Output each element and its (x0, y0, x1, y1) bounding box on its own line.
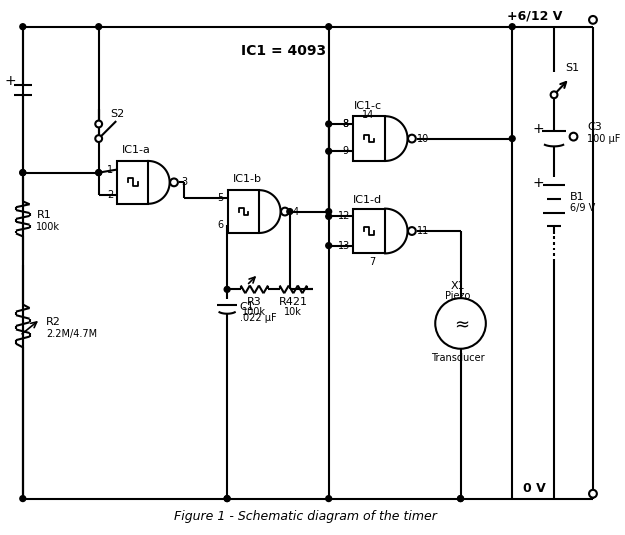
Text: 3: 3 (182, 178, 188, 187)
Circle shape (287, 209, 292, 215)
Circle shape (326, 495, 332, 501)
Circle shape (96, 24, 102, 29)
Text: 100k: 100k (36, 222, 61, 232)
Circle shape (408, 135, 416, 142)
Circle shape (458, 495, 464, 501)
Text: 5: 5 (217, 193, 223, 203)
Circle shape (20, 170, 26, 175)
Circle shape (96, 170, 102, 175)
Text: IC1-a: IC1-a (122, 146, 151, 155)
Circle shape (95, 135, 102, 142)
Text: 4: 4 (292, 207, 299, 217)
Circle shape (281, 208, 289, 216)
Text: 2.2M/4.7M: 2.2M/4.7M (46, 328, 98, 339)
Circle shape (95, 120, 102, 127)
Text: S2: S2 (111, 109, 124, 119)
Text: 14: 14 (361, 110, 374, 120)
Text: 13: 13 (338, 241, 351, 250)
Circle shape (551, 91, 558, 98)
Text: .022 μF: .022 μF (240, 312, 276, 323)
Text: +: + (532, 122, 544, 136)
Text: R421: R421 (279, 297, 308, 307)
Text: +: + (4, 74, 16, 88)
Text: 2: 2 (107, 190, 114, 200)
Text: IC1-d: IC1-d (353, 195, 382, 205)
Circle shape (20, 495, 26, 501)
Text: 0 V: 0 V (523, 483, 546, 495)
Text: $\approx$: $\approx$ (451, 315, 470, 332)
Circle shape (435, 298, 486, 349)
Circle shape (569, 133, 578, 141)
Text: Piezo: Piezo (445, 291, 470, 301)
Text: 10k: 10k (284, 307, 302, 317)
Circle shape (326, 24, 332, 29)
Text: IC1-c: IC1-c (354, 102, 382, 111)
Text: S1: S1 (566, 63, 580, 73)
Text: 10: 10 (416, 134, 429, 143)
Text: C1: C1 (240, 302, 254, 312)
Circle shape (224, 286, 230, 292)
Text: B1: B1 (569, 192, 584, 202)
Circle shape (326, 148, 332, 154)
Circle shape (96, 170, 102, 175)
Circle shape (224, 495, 230, 501)
Text: 9: 9 (342, 146, 348, 156)
Text: Transducer: Transducer (431, 354, 484, 363)
Text: R1: R1 (36, 210, 51, 220)
FancyBboxPatch shape (117, 161, 148, 204)
Text: 11: 11 (416, 226, 429, 236)
Circle shape (589, 490, 597, 498)
Text: 7: 7 (369, 257, 376, 267)
Text: IC1-b: IC1-b (232, 174, 262, 185)
Text: 8: 8 (342, 119, 348, 129)
Text: 6/9 V: 6/9 V (569, 203, 595, 212)
Circle shape (170, 179, 178, 186)
Circle shape (20, 24, 26, 29)
Text: 1: 1 (107, 165, 113, 175)
Text: +6/12 V: +6/12 V (507, 10, 562, 22)
Text: 12: 12 (338, 211, 351, 221)
Text: 6: 6 (217, 220, 223, 230)
Circle shape (326, 209, 332, 215)
Circle shape (326, 121, 332, 127)
Text: 100 μF: 100 μF (587, 134, 621, 143)
Circle shape (326, 213, 332, 219)
Circle shape (20, 170, 26, 175)
FancyBboxPatch shape (353, 209, 385, 254)
Text: Figure 1 - Schematic diagram of the timer: Figure 1 - Schematic diagram of the time… (174, 510, 436, 523)
Circle shape (408, 227, 416, 235)
Circle shape (509, 136, 515, 141)
Text: C3: C3 (587, 122, 602, 132)
Circle shape (224, 495, 230, 501)
Circle shape (509, 24, 515, 29)
FancyBboxPatch shape (228, 190, 259, 233)
Text: 100k: 100k (242, 307, 266, 317)
Circle shape (589, 16, 597, 24)
FancyBboxPatch shape (353, 116, 385, 161)
Circle shape (326, 243, 332, 249)
Text: R2: R2 (46, 317, 61, 327)
Text: +: + (532, 177, 544, 190)
Text: X1: X1 (450, 281, 465, 292)
Circle shape (458, 495, 464, 501)
Text: 8: 8 (342, 119, 348, 129)
Text: IC1 = 4093: IC1 = 4093 (241, 44, 326, 58)
Text: R3: R3 (247, 297, 262, 307)
